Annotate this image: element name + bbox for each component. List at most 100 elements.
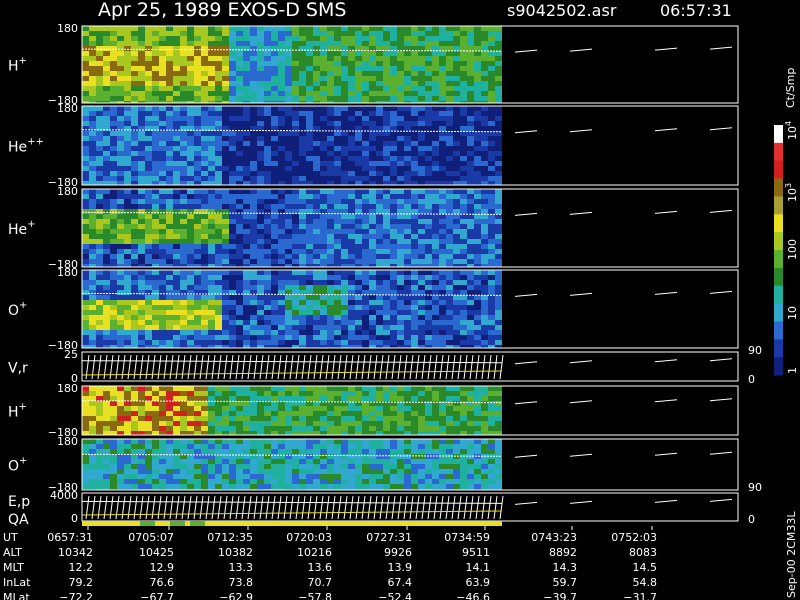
spectrogram-cell — [292, 244, 299, 249]
spectrogram-cell — [383, 320, 390, 325]
trace — [199, 354, 204, 380]
spectrogram-cell — [432, 270, 439, 275]
spectrogram-cell — [460, 320, 467, 325]
spectrogram-cell — [222, 176, 229, 181]
spectrogram-cell — [474, 81, 481, 86]
spectrogram-cell — [257, 330, 264, 335]
charge: + — [19, 402, 27, 413]
spectrogram-cell — [89, 131, 96, 136]
spectrogram-cell — [124, 136, 131, 141]
y2-bottom-label: 0 — [748, 373, 755, 386]
spectrogram-cell — [110, 275, 117, 280]
spectrogram-cell — [159, 41, 166, 46]
spectrogram-cell — [229, 96, 236, 101]
spectrogram-cell — [425, 229, 432, 234]
spectrogram-cell — [355, 234, 362, 239]
spectrogram-cell — [89, 26, 96, 31]
spectrogram-cell — [236, 166, 243, 171]
spectrogram-cell — [474, 315, 481, 320]
spectrogram-cell — [327, 229, 334, 234]
spectrogram-cell — [250, 229, 257, 234]
spectrogram-cell — [278, 121, 285, 126]
spectrogram-cell — [453, 71, 460, 76]
spectrogram-cell — [369, 244, 376, 249]
spectrogram-cell — [180, 76, 187, 81]
spectrogram-cell — [110, 46, 117, 51]
spectrogram-cell — [348, 36, 355, 41]
spectrogram-cell — [82, 254, 89, 259]
spectrogram-cell — [327, 36, 334, 41]
spectrogram-cell — [131, 335, 138, 340]
spectrogram-cell — [418, 254, 425, 259]
spectrogram-cell — [124, 31, 131, 36]
spectrogram-cell — [159, 171, 166, 176]
spectrogram-cell — [362, 166, 369, 171]
spectrogram-cell — [82, 189, 89, 194]
spectrogram-cell — [481, 121, 488, 126]
spectrogram-cell — [208, 335, 215, 340]
spectrogram-cell — [229, 449, 236, 454]
spectrogram-cell — [103, 330, 110, 335]
spectrogram-cell — [145, 51, 152, 56]
spectrogram-cell — [481, 290, 488, 295]
spectrogram-cell — [152, 214, 159, 219]
spectrogram-cell — [82, 464, 89, 469]
spectrogram-cell — [89, 335, 96, 340]
spectrogram-cell — [313, 310, 320, 315]
spectrogram-cell — [369, 111, 376, 116]
spectrogram-cell — [285, 479, 292, 484]
spectrogram-cell — [299, 285, 306, 290]
spectrogram-cell — [194, 61, 201, 66]
spectrogram-cell — [432, 96, 439, 101]
spectrogram-cell — [285, 330, 292, 335]
spectrogram-cell — [159, 444, 166, 449]
spectrogram-cell — [180, 181, 187, 185]
spectrogram-cell — [481, 229, 488, 234]
spectrogram-cell — [404, 239, 411, 244]
spectrogram-cell — [432, 171, 439, 176]
spectrogram-cell — [243, 254, 250, 259]
spectrogram-cell — [166, 396, 173, 401]
spectrogram-cell — [229, 171, 236, 176]
spectrogram-cell — [362, 300, 369, 305]
spectrogram-cell — [495, 259, 502, 264]
spectrogram-cell — [292, 189, 299, 194]
spectrogram-cell — [180, 121, 187, 126]
spectrogram-cell — [376, 101, 383, 103]
spectrogram-cell — [82, 31, 89, 36]
spectrogram-cell — [439, 116, 446, 121]
spectrogram-cell — [495, 76, 502, 81]
spectrogram-cell — [250, 421, 257, 426]
spectrogram-cell — [460, 131, 467, 136]
spectrogram-cell — [152, 259, 159, 264]
spectrogram-cell — [348, 116, 355, 121]
spectrogram-cell — [131, 214, 138, 219]
spectrogram-cell — [89, 56, 96, 61]
spectrogram-cell — [320, 406, 327, 411]
spectrogram-cell — [320, 421, 327, 426]
spectrogram-cell — [264, 111, 271, 116]
spectrogram-cell — [110, 61, 117, 66]
spectrogram-cell — [341, 391, 348, 396]
spectrogram-cell — [432, 51, 439, 56]
spectrogram-cell — [341, 259, 348, 264]
spectrogram-cell — [411, 171, 418, 176]
spectrogram-cell — [250, 254, 257, 259]
spectrogram-cell — [278, 259, 285, 264]
spectrogram-cell — [152, 181, 159, 185]
spectrogram-cell — [453, 66, 460, 71]
spectrogram-cell — [348, 91, 355, 96]
spectrogram-cell — [320, 264, 327, 267]
spectrogram-cell — [432, 401, 439, 406]
spectrogram-cell — [418, 111, 425, 116]
spectrogram-cell — [229, 189, 236, 194]
spectrogram-cell — [285, 474, 292, 479]
spectrogram-cell — [355, 131, 362, 136]
spectrogram-cell — [299, 161, 306, 166]
spectrogram-cell — [159, 459, 166, 464]
spectrogram-cell — [369, 41, 376, 46]
spectrogram-cell — [348, 121, 355, 126]
spectrogram-cell — [306, 214, 313, 219]
spectrogram-cell — [425, 204, 432, 209]
spectrogram-cell — [425, 96, 432, 101]
